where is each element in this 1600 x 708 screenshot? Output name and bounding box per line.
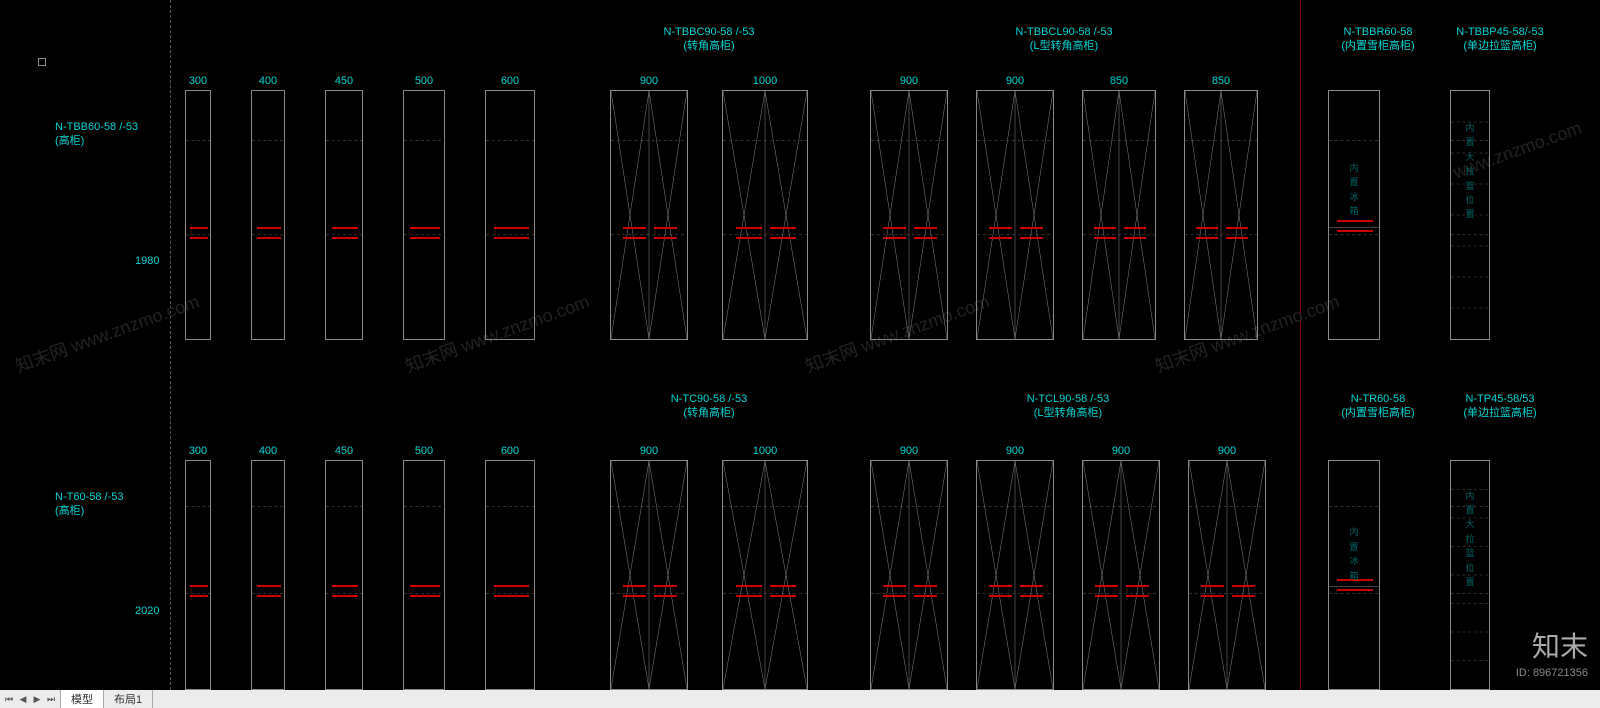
tab-first-icon[interactable]: ⏮ — [2, 692, 16, 706]
cabinet — [251, 460, 285, 690]
cabinet — [722, 460, 808, 690]
dimension-label: 500 — [393, 75, 455, 87]
cabinet — [1184, 90, 1258, 340]
bottom-tab-bar: ⏮ ◀ ▶ ⏭ 模型 布局1 — [0, 690, 1600, 708]
dimension-label: 900 — [600, 75, 698, 87]
height-label: 1980 — [135, 255, 159, 267]
group-title: N-TC90-58 /-53(转角高柜) — [610, 392, 808, 421]
dimension-label: 500 — [393, 445, 455, 457]
dimension-label: 450 — [315, 75, 373, 87]
cabinet — [870, 460, 948, 690]
cabinet — [1082, 90, 1156, 340]
dimension-label: 900 — [860, 75, 958, 87]
guide-line — [170, 0, 171, 690]
cabinet — [976, 90, 1054, 340]
basket-label: 内 置 大 拉 篮 位 置 — [1451, 121, 1489, 222]
cabinet: 内 置 大 拉 篮 位 置 — [1450, 90, 1490, 340]
dimension-label: 450 — [315, 445, 373, 457]
dimension-label: 900 — [966, 75, 1064, 87]
tab-layout1[interactable]: 布局1 — [104, 690, 153, 708]
dimension-label: 900 — [1072, 445, 1170, 457]
group-title: N-TCL90-58 /-53(L型转角高柜) — [870, 392, 1266, 421]
cabinet: 内 置 冰 箱 — [1328, 460, 1380, 690]
group-title: N-TP45-58/53(单边拉篮高柜) — [1450, 392, 1550, 421]
cabinet — [1188, 460, 1266, 690]
cabinet — [1082, 460, 1160, 690]
row-code: N-TBB60-58 /-53(高柜) — [55, 120, 138, 149]
brand-watermark: 知末 ID: 896721356 — [1516, 629, 1588, 680]
tab-nav: ⏮ ◀ ▶ ⏭ — [0, 690, 61, 708]
dimension-label: 1000 — [712, 445, 818, 457]
cabinet — [325, 460, 363, 690]
dimension-label: 900 — [966, 445, 1064, 457]
cabinet — [870, 90, 948, 340]
cabinet — [722, 90, 808, 340]
dimension-label: 850 — [1174, 75, 1268, 87]
dimension-label: 300 — [175, 75, 221, 87]
fridge-label: 内 置 冰 箱 — [1329, 525, 1379, 583]
cabinet: 内 置 冰 箱 — [1328, 90, 1380, 340]
cabinet — [610, 460, 688, 690]
dimension-label: 900 — [860, 445, 958, 457]
group-title: N-TBBP45-58/-53(单边拉篮高柜) — [1450, 25, 1550, 54]
dimension-label: 600 — [475, 75, 545, 87]
dimension-label: 600 — [475, 445, 545, 457]
cabinet — [976, 460, 1054, 690]
tab-last-icon[interactable]: ⏭ — [44, 692, 58, 706]
row-code: N-T60-58 /-53(高柜) — [55, 490, 123, 519]
group-title: N-TBBC90-58 /-53(转角高柜) — [610, 25, 808, 54]
watermark: 知末网 www.znzmo.com — [11, 288, 202, 379]
dimension-label: 1000 — [712, 75, 818, 87]
cabinet — [325, 90, 363, 340]
group-title: N-TBBCL90-58 /-53(L型转角高柜) — [870, 25, 1258, 54]
group-title: N-TR60-58(内置雪柜高柜) — [1328, 392, 1428, 421]
dimension-label: 400 — [241, 75, 295, 87]
guide-line — [1300, 0, 1301, 690]
tab-next-icon[interactable]: ▶ — [30, 692, 44, 706]
cad-canvas[interactable]: 知末网 www.znzmo.com知末网 www.znzmo.com知末网 ww… — [0, 0, 1600, 690]
cabinet — [251, 90, 285, 340]
dimension-label: 400 — [241, 445, 295, 457]
marker-rect — [38, 58, 46, 66]
height-label: 2020 — [135, 605, 159, 617]
dimension-label: 300 — [175, 445, 221, 457]
tab-model[interactable]: 模型 — [61, 690, 104, 708]
cabinet — [185, 460, 211, 690]
cabinet — [485, 90, 535, 340]
dimension-label: 900 — [1178, 445, 1276, 457]
cabinet — [403, 90, 445, 340]
cabinet — [403, 460, 445, 690]
dimension-label: 850 — [1072, 75, 1166, 87]
cabinet — [610, 90, 688, 340]
basket-label: 内 置 大 拉 篮 位 置 — [1451, 489, 1489, 590]
dimension-label: 900 — [600, 445, 698, 457]
cabinet: 内 置 大 拉 篮 位 置 — [1450, 460, 1490, 690]
cabinet — [485, 460, 535, 690]
tab-prev-icon[interactable]: ◀ — [16, 692, 30, 706]
group-title: N-TBBR60-58(内置雪柜高柜) — [1328, 25, 1428, 54]
fridge-label: 内 置 冰 箱 — [1329, 161, 1379, 219]
cabinet — [185, 90, 211, 340]
